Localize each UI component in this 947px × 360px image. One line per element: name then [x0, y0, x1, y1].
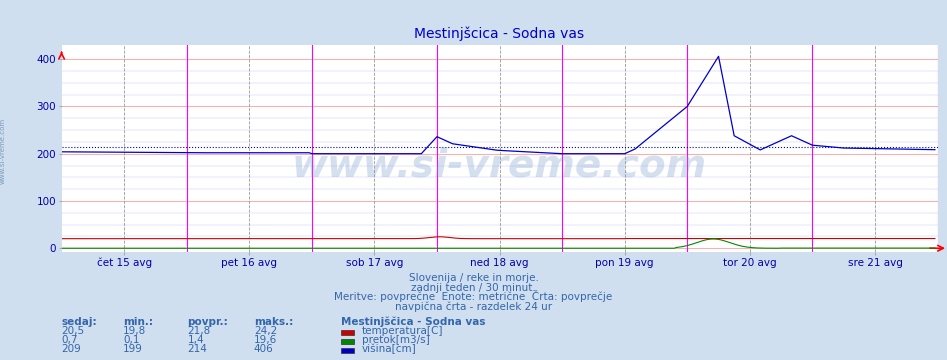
- Text: 199: 199: [123, 344, 143, 354]
- Text: 20,5: 20,5: [62, 326, 84, 336]
- Text: min.:: min.:: [123, 317, 153, 327]
- Text: temperatura[C]: temperatura[C]: [362, 326, 443, 336]
- Text: 214: 214: [188, 344, 207, 354]
- Text: 406: 406: [254, 344, 274, 354]
- Text: 1,4: 1,4: [188, 335, 205, 345]
- Text: navpična črta - razdelek 24 ur: navpična črta - razdelek 24 ur: [395, 301, 552, 312]
- Text: www.si-vreme.com: www.si-vreme.com: [292, 146, 707, 184]
- Title: Mestinjšcica - Sodna vas: Mestinjšcica - Sodna vas: [415, 27, 584, 41]
- Text: 19,8: 19,8: [123, 326, 147, 336]
- Text: 24,2: 24,2: [254, 326, 277, 336]
- Text: Mestinjščica - Sodna vas: Mestinjščica - Sodna vas: [341, 316, 486, 327]
- Text: zadnji teden / 30 minut.: zadnji teden / 30 minut.: [411, 283, 536, 293]
- Text: 19,6: 19,6: [254, 335, 277, 345]
- Text: višina[cm]: višina[cm]: [362, 344, 417, 354]
- Text: maks.:: maks.:: [254, 317, 293, 327]
- Text: povpr.:: povpr.:: [188, 317, 228, 327]
- Text: Meritve: povprečne  Enote: metrične  Črta: povprečje: Meritve: povprečne Enote: metrične Črta:…: [334, 290, 613, 302]
- Text: 21,8: 21,8: [188, 326, 211, 336]
- Text: 0,7: 0,7: [62, 335, 78, 345]
- Text: sedaj:: sedaj:: [62, 317, 98, 327]
- Text: Slovenija / reke in morje.: Slovenija / reke in morje.: [408, 273, 539, 283]
- Text: 209: 209: [62, 344, 81, 354]
- Text: 0,1: 0,1: [123, 335, 139, 345]
- Text: pretok[m3/s]: pretok[m3/s]: [362, 335, 430, 345]
- Text: www.si-vreme.com: www.si-vreme.com: [0, 118, 6, 184]
